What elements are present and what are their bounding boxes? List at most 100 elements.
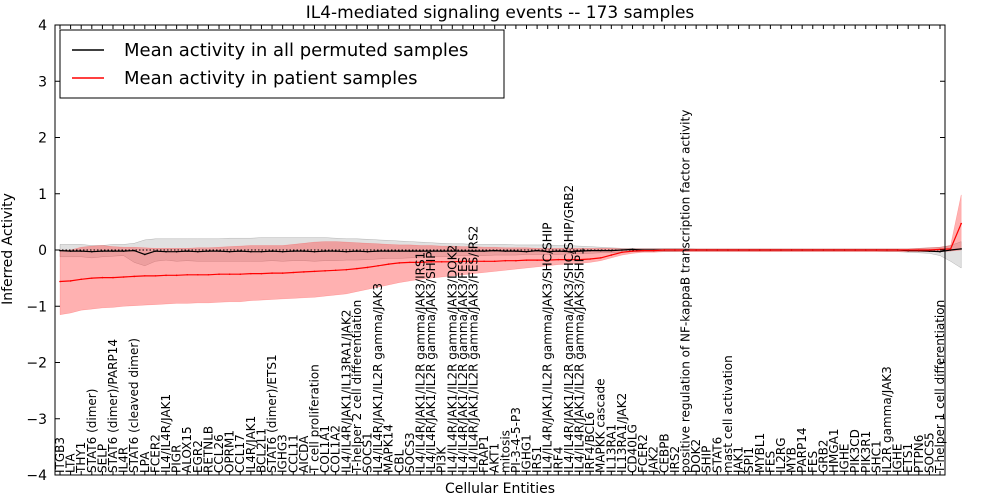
x-tick-label: SOCS1 — [361, 432, 375, 473]
x-tick-label: HMGA1 — [827, 428, 841, 473]
y-tick-label: 4 — [38, 18, 47, 34]
chart-title: IL4-mediated signaling events -- 173 sam… — [306, 3, 695, 23]
x-tick-label: IL4/IL4R/JAK1/IL2R gamma/JAK3/DOK2 — [445, 245, 459, 473]
y-tick-label: −1 — [26, 299, 47, 315]
x-tick-label: STAT6 (dimer)/PARP14 — [106, 339, 120, 473]
data-point — [334, 250, 337, 252]
data-point — [790, 249, 793, 251]
data-point — [599, 249, 602, 252]
data-point — [833, 249, 835, 251]
data-point — [631, 250, 634, 252]
data-point — [621, 251, 623, 254]
data-point — [928, 249, 931, 251]
data-point — [493, 249, 496, 252]
x-tick-label: IL4/IL4R/JAK1/IL2R gamma/JAK3/SHIP — [424, 252, 438, 473]
data-point — [949, 248, 952, 250]
data-point — [207, 273, 210, 276]
x-axis-label: Cellular Entities — [445, 481, 555, 497]
x-tick-label: PI3K — [435, 446, 449, 473]
data-point — [112, 250, 114, 252]
y-tick-label: −2 — [26, 356, 47, 372]
data-point — [440, 250, 443, 252]
data-point — [69, 250, 72, 252]
data-point — [91, 277, 93, 279]
data-point — [663, 249, 666, 251]
data-point — [451, 250, 454, 252]
data-point — [896, 249, 899, 251]
x-tick-label: ETS1 — [901, 443, 915, 473]
data-point — [409, 250, 411, 252]
data-point — [960, 248, 963, 250]
data-point — [515, 250, 517, 252]
data-point — [101, 276, 104, 279]
x-tick-label: BCL2L1 — [254, 428, 268, 473]
data-point — [228, 250, 231, 253]
y-tick-label: 3 — [38, 74, 47, 90]
data-point — [440, 261, 443, 263]
data-point — [462, 250, 464, 252]
x-tick-label: LPA — [138, 451, 152, 473]
data-point — [122, 250, 125, 252]
x-tick-label: IL13RA1/JAK2 — [615, 393, 629, 473]
x-tick-label: MAPKK cascade — [594, 378, 608, 473]
x-tick-label: SELP — [95, 444, 109, 473]
data-point — [260, 272, 263, 275]
data-point — [91, 250, 93, 253]
data-point — [122, 276, 125, 278]
x-tick-label: AKT1 — [488, 443, 502, 473]
x-tick-label: LTA — [64, 453, 78, 473]
data-point — [854, 249, 856, 251]
x-tick-label: FCER2 — [636, 434, 650, 473]
x-tick-label: JAK2 — [647, 446, 661, 474]
data-point — [112, 276, 114, 279]
data-point — [462, 260, 464, 263]
data-point — [716, 249, 719, 251]
data-point — [250, 272, 252, 275]
data-point — [356, 250, 358, 252]
data-point — [525, 250, 528, 253]
x-tick-label: IL2R gamma/JAK3 — [880, 366, 894, 473]
data-point — [345, 250, 348, 253]
x-tick-label: SPI1 — [742, 447, 756, 473]
x-tick-label: STAT6 (dimer)/ETS1 — [265, 354, 279, 473]
data-point — [928, 250, 931, 252]
data-point — [69, 280, 72, 282]
data-point — [175, 274, 178, 277]
data-point — [578, 250, 581, 252]
x-tick-label: IL4/IL4R/JAK1/IL2R gamma/JAK3/FES — [456, 257, 470, 473]
data-point — [727, 249, 729, 251]
data-point — [472, 250, 475, 252]
data-point — [80, 250, 83, 252]
data-point — [303, 250, 305, 252]
data-point — [705, 249, 708, 251]
data-point — [387, 263, 390, 265]
data-point — [631, 248, 634, 251]
x-tick-label: STAT6 — [710, 437, 724, 473]
x-tick-label: STAT6 (cleaved dimer) — [127, 338, 141, 473]
data-point — [165, 250, 167, 253]
data-point — [218, 250, 220, 252]
x-tick-label: CCL17 — [233, 434, 247, 473]
data-point — [536, 259, 538, 261]
data-point — [822, 249, 825, 251]
x-tick-label: MAPK14 — [382, 424, 396, 473]
x-tick-label: IL4/IL4R/JAK1/IL13RA1/JAK2 — [339, 310, 353, 474]
x-tick-label: T cell proliferation — [308, 364, 322, 474]
data-point — [960, 222, 963, 225]
x-tick-label: GRB2 — [816, 439, 830, 473]
data-point — [737, 249, 740, 251]
data-point — [366, 250, 369, 253]
data-point — [886, 249, 888, 251]
data-point — [154, 250, 157, 252]
x-tick-label: mast cell activation — [721, 355, 735, 473]
data-point — [377, 264, 379, 267]
series-points-2 — [59, 222, 963, 283]
data-point — [197, 273, 199, 276]
x-tick-label: IGHE — [891, 444, 905, 473]
legend-label-2: Mean activity in patient samples — [124, 68, 418, 89]
data-point — [313, 250, 316, 253]
data-point — [769, 249, 772, 251]
y-tick-label: −3 — [26, 412, 47, 428]
data-point — [250, 250, 252, 253]
x-tick-label: JAK1 — [732, 446, 746, 474]
